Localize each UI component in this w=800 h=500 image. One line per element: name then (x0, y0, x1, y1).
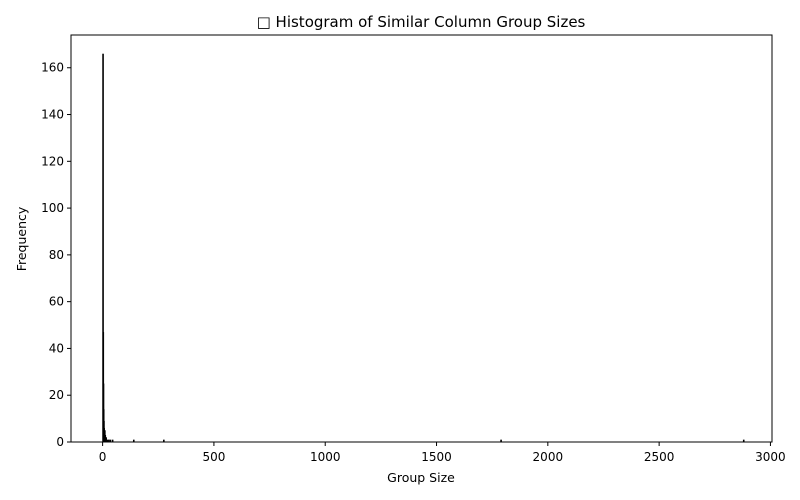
histogram-bar-0 (102, 53, 104, 443)
x-tick-label-2: 1000 (310, 450, 341, 464)
x-tick-label-1: 500 (202, 450, 225, 464)
x-tick-label-5: 2500 (644, 450, 675, 464)
y-tick-label-3: 60 (49, 295, 64, 309)
histogram-bar-12 (108, 439, 110, 442)
bars-layer (102, 53, 745, 443)
y-tick-label-7: 140 (41, 108, 64, 122)
y-tick-label-1: 20 (49, 388, 64, 402)
y-tick-label-5: 100 (41, 201, 64, 215)
axes-layer: 0 500 1000 1500 2000 2500 3000 0 20 40 60 80 100 120 1… (41, 61, 786, 464)
chart-title: □ Histogram of Similar Column Group Size… (257, 13, 586, 31)
x-tick-label-0: 0 (99, 450, 107, 464)
histogram-bar-13 (109, 439, 112, 442)
plot-frame (70, 34, 773, 443)
histogram-bar-10 (105, 437, 107, 442)
x-tick-label-4: 2000 (533, 450, 564, 464)
histogram-bar-11 (106, 439, 109, 442)
y-axis-label: Frequency (14, 206, 29, 271)
histogram-bar-16 (163, 439, 165, 442)
x-tick-label-6: 3000 (755, 450, 786, 464)
x-axis-label: Group Size (387, 470, 455, 485)
y-tick-label-4: 80 (49, 248, 64, 262)
y-tick-label-2: 40 (49, 341, 64, 355)
y-tick-label-6: 120 (41, 154, 64, 168)
x-tick-label-3: 1500 (421, 450, 452, 464)
y-tick-label-0: 0 (56, 435, 64, 449)
histogram-bar-15 (132, 439, 135, 442)
histogram-bar-17 (500, 439, 502, 442)
histogram-bar-18 (742, 439, 745, 442)
histogram-bar-14 (111, 439, 114, 442)
y-tick-label-8: 160 (41, 61, 64, 75)
